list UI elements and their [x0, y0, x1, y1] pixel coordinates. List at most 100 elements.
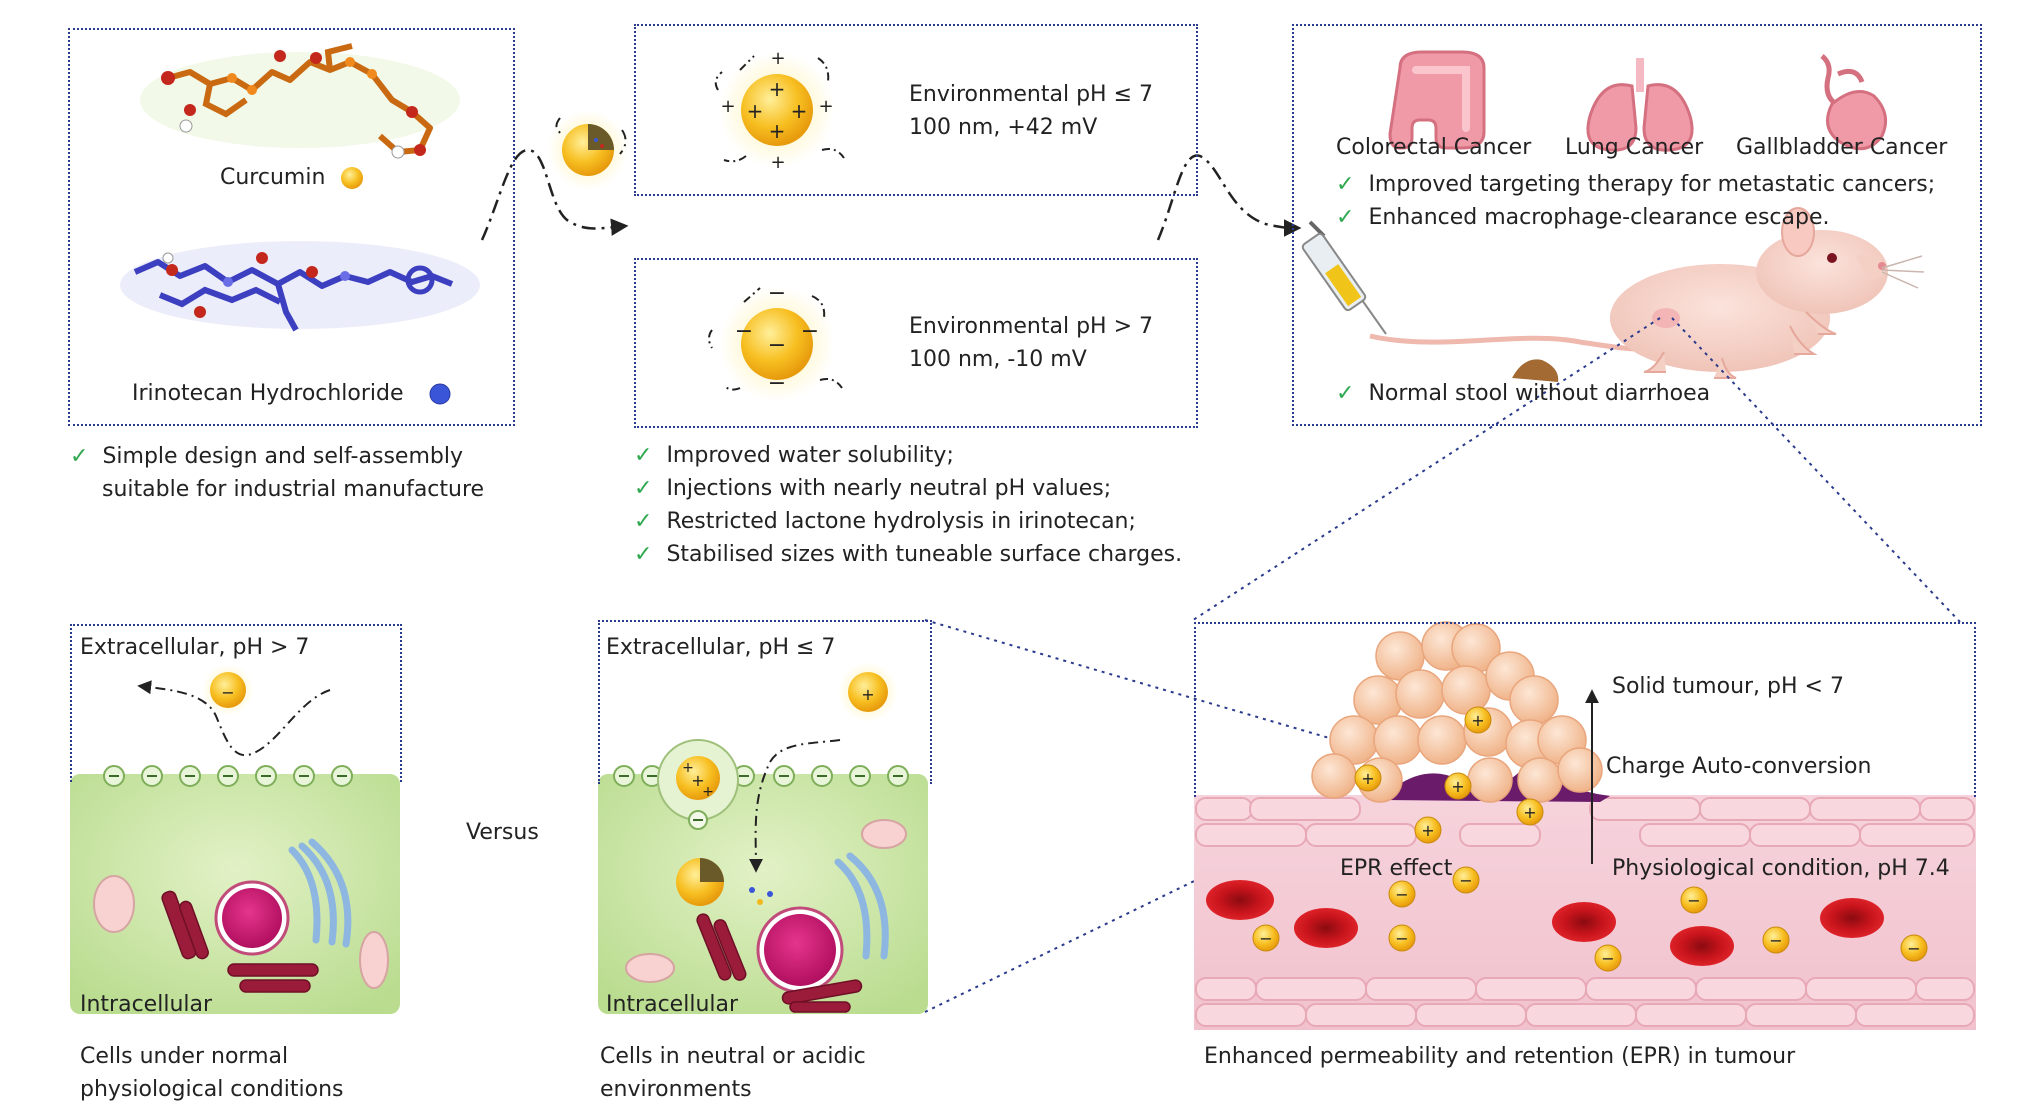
- animal-benefit-item: ✓ Enhanced macrophage-clearance escape.: [1336, 205, 1830, 230]
- physiological-condition-label: Physiological condition, pH 7.4: [1612, 856, 1950, 881]
- svg-text:−: −: [735, 319, 753, 344]
- acidic-cell-panel: [598, 620, 932, 784]
- svg-text:+: +: [702, 784, 714, 800]
- svg-text:−: −: [1395, 885, 1408, 904]
- molecule-benefit-item: ✓ Simple design and self-assembly: [70, 444, 463, 469]
- syringe-icon: [1301, 220, 1387, 335]
- particle-acidic-info: Environmental pH ≤ 7 100 nm, +42 mV: [909, 78, 1153, 144]
- svg-text:−: −: [1687, 891, 1700, 910]
- check-icon: ✓: [634, 509, 653, 534]
- particle-acidic-panel: [634, 24, 1198, 196]
- nanoparticle-assembly: [548, 110, 628, 190]
- check-icon: ✓: [70, 444, 89, 469]
- molecule-benefits: ✓ Simple design and self-assembly suitabl…: [70, 440, 484, 506]
- svg-text:+: +: [861, 685, 874, 704]
- particle-negative: − − − − −: [708, 281, 843, 402]
- check-icon: ✓: [634, 443, 653, 468]
- zoom-line-right: [1671, 317, 1961, 623]
- check-icon: ✓: [1336, 172, 1355, 197]
- svg-text:−: −: [768, 371, 786, 396]
- curcumin-legend-dot: [341, 167, 363, 189]
- svg-text:−: −: [801, 319, 819, 344]
- charged-particles: + + + + + − − − − − − − −: [1252, 706, 1928, 972]
- acidic-cell: + + + +: [598, 662, 928, 1014]
- normal-intracellular-label: Intracellular: [80, 992, 213, 1017]
- animal-benefits: ✓ Improved targeting therapy for metastat…: [1336, 168, 1935, 234]
- svg-text:+: +: [1421, 821, 1434, 840]
- svg-text:+: +: [691, 771, 704, 790]
- svg-text:+: +: [769, 119, 786, 143]
- svg-text:−: −: [221, 683, 234, 702]
- svg-text:−: −: [1601, 949, 1614, 968]
- check-icon: ✓: [1336, 205, 1355, 230]
- acidic-cell-caption: Cells in neutral or acidic environments: [600, 1044, 866, 1102]
- irinotecan-legend-dot: [429, 383, 451, 405]
- cancer-label-colorectal: Colorectal Cancer: [1336, 135, 1532, 160]
- curcumin-label: Curcumin: [220, 165, 326, 190]
- particle-basic-panel: [634, 258, 1198, 428]
- cancer-label-gallbladder: Gallbladder Cancer: [1736, 135, 1948, 160]
- particle-positive: + + + + + + + +: [714, 48, 845, 173]
- svg-text:+: +: [791, 99, 808, 123]
- particle-benefit-item: ✓ Stabilised sizes with tuneable surface …: [634, 542, 1183, 567]
- flow-arrow-molecules: [480, 148, 629, 241]
- svg-text:+: +: [1451, 777, 1464, 796]
- svg-text:−: −: [1907, 939, 1920, 958]
- lungs-icon: [1586, 58, 1694, 152]
- svg-text:−: −: [1459, 871, 1472, 890]
- particle-basic-info: Environmental pH > 7 100 nm, -10 mV: [909, 310, 1153, 376]
- particle-benefit-item: ✓ Restricted lactone hydrolysis in irinot…: [634, 509, 1136, 534]
- charge-conversion-label: Charge Auto-conversion: [1606, 754, 1872, 779]
- svg-text:−: −: [1259, 929, 1272, 948]
- normal-cell-panel: [70, 624, 402, 782]
- animal-benefit-item: ✓ Improved targeting therapy for metastat…: [1336, 172, 1936, 197]
- particle-benefit-item: ✓ Improved water solubility;: [634, 443, 954, 468]
- cancer-label-lung: Lung Cancer: [1565, 135, 1704, 160]
- svg-text:+: +: [770, 48, 785, 69]
- colon-icon: [1388, 50, 1486, 150]
- particle-basic-condition: Environmental pH > 7: [909, 314, 1153, 339]
- svg-text:+: +: [720, 96, 735, 117]
- mouse-illustration: [1369, 207, 1925, 382]
- flow-arrow-particles: [1156, 154, 1302, 241]
- zoom-line-left: [1189, 317, 1661, 623]
- curcumin-molecule: [140, 43, 460, 159]
- epr-effect-label: EPR effect: [1340, 856, 1453, 881]
- molecules-panel: [68, 28, 515, 426]
- svg-text:+: +: [1361, 769, 1374, 788]
- svg-text:+: +: [1471, 711, 1484, 730]
- irinotecan-molecule: [120, 241, 480, 332]
- particle-acidic-properties: 100 nm, +42 mV: [909, 115, 1098, 140]
- svg-text:+: +: [818, 96, 833, 117]
- svg-text:−: −: [1395, 929, 1408, 948]
- check-icon: ✓: [634, 542, 653, 567]
- svg-text:+: +: [1523, 803, 1536, 822]
- epr-caption: Enhanced permeability and retention (EPR…: [1204, 1044, 1796, 1069]
- normal-cell: −: [70, 664, 400, 1014]
- svg-text:−: −: [768, 281, 786, 306]
- particle-acidic-condition: Environmental pH ≤ 7: [909, 82, 1153, 107]
- normal-cell-caption: Cells under normal physiological conditi…: [80, 1044, 344, 1102]
- versus-label: Versus: [466, 820, 539, 845]
- svg-text:−: −: [1769, 931, 1782, 950]
- normal-extracellular-label: Extracellular, pH > 7: [80, 635, 310, 660]
- svg-text:+: +: [770, 152, 785, 173]
- svg-text:+: +: [682, 760, 694, 776]
- particle-benefit-item: ✓ Injections with nearly neutral pH value…: [634, 476, 1112, 501]
- check-icon: ✓: [634, 476, 653, 501]
- solid-tumour-label: Solid tumour, pH < 7: [1612, 674, 1844, 699]
- tumour-mass: [1311, 621, 1610, 803]
- molecule-benefit-item: suitable for industrial manufacture: [102, 477, 485, 502]
- tumour-panel: [1194, 622, 1976, 797]
- particle-benefits: ✓ Improved water solubility; ✓ Injections …: [634, 439, 1182, 571]
- particle-basic-properties: 100 nm, -10 mV: [909, 347, 1087, 372]
- animal-panel: [1292, 24, 1982, 426]
- svg-text:+: +: [769, 77, 786, 101]
- gallbladder-icon: [1820, 54, 1888, 151]
- stool-note: ✓ Normal stool without diarrhoea: [1336, 381, 1711, 406]
- svg-text:+: +: [747, 99, 764, 123]
- acidic-extracellular-label: Extracellular, pH ≤ 7: [606, 635, 836, 660]
- svg-text:−: −: [768, 333, 786, 358]
- acidic-intracellular-label: Intracellular: [606, 992, 739, 1017]
